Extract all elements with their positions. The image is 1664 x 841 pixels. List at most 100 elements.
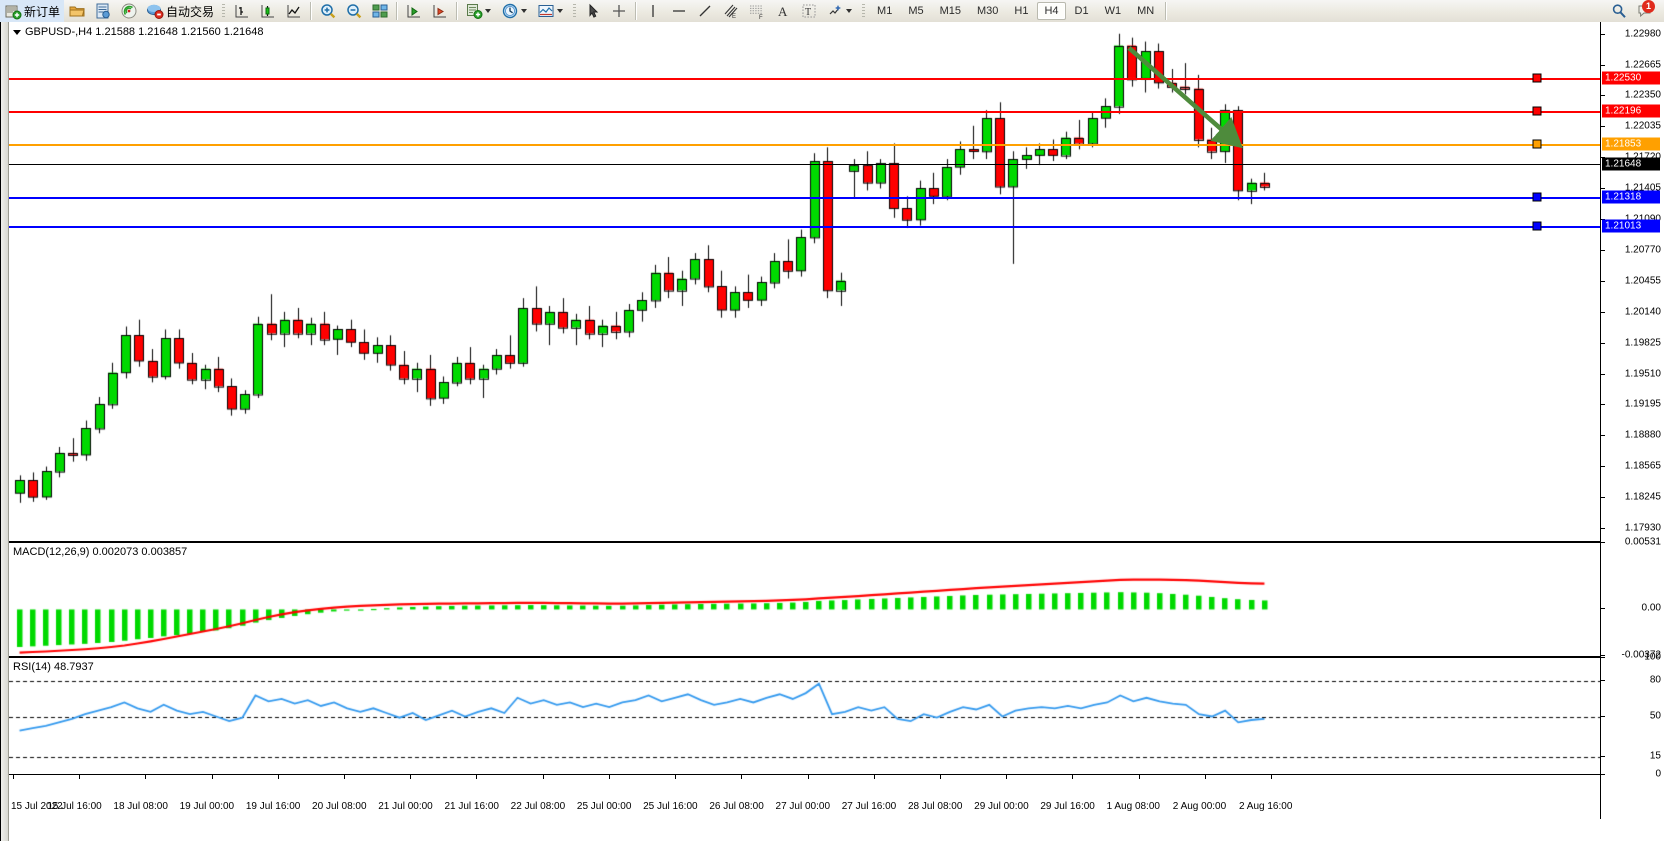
timeframe-h1[interactable]: H1	[1014, 5, 1029, 17]
indicators-caret-icon[interactable]	[485, 9, 492, 13]
timeframe-mn[interactable]: MN	[1137, 5, 1155, 17]
macd-canvas	[9, 543, 1600, 656]
timeframe-d1[interactable]: D1	[1074, 5, 1089, 17]
text-label-icon: A	[774, 2, 792, 20]
timeframe-m30[interactable]: M30	[977, 5, 999, 17]
cursor-button[interactable]	[580, 0, 606, 22]
chart-vertical-scrollbar[interactable]	[1, 22, 9, 841]
price-pane[interactable]	[9, 22, 1600, 542]
period-caret-icon[interactable]	[521, 9, 528, 13]
vline-button[interactable]	[640, 0, 666, 22]
price-tick-mark	[1601, 311, 1605, 313]
chart-title-text: GBPUSD-,H4 1.21588 1.21648 1.21560 1.216…	[25, 26, 264, 38]
rsi-tick-mark	[1601, 715, 1605, 717]
fibo-button[interactable]: F	[744, 0, 770, 22]
time-tick-mark	[542, 775, 544, 779]
zoom-in-button[interactable]	[315, 0, 341, 22]
toolbar-separator-3	[456, 2, 459, 20]
toolbar-grip-1[interactable]	[220, 2, 228, 20]
templates-caret-icon[interactable]	[557, 9, 564, 13]
macd-tick-mark	[1601, 655, 1605, 656]
crosshair-button[interactable]	[606, 0, 632, 22]
time-tick-label: 21 Jul 00:00	[378, 801, 433, 812]
time-tick-label: 25 Jul 16:00	[643, 801, 698, 812]
chart-title-bar: GBPUSD-,H4 1.21588 1.21648 1.21560 1.216…	[13, 26, 264, 38]
timeframe-w1[interactable]: W1	[1104, 5, 1122, 17]
time-tick-label: 20 Jul 08:00	[312, 801, 367, 812]
notifications-button[interactable]: 1	[1632, 0, 1658, 22]
chart-window[interactable]: GBPUSD-,H4 1.21588 1.21648 1.21560 1.216…	[0, 22, 1664, 841]
trendline-button[interactable]	[692, 0, 718, 22]
equidistant-channel-button[interactable]: E	[718, 0, 744, 22]
templates-button[interactable]	[533, 0, 569, 22]
support-line-1-tag[interactable]: 1.21318	[1602, 190, 1660, 203]
price-tick-mark	[1601, 528, 1605, 530]
time-tick-label: 19 Jul 16:00	[245, 801, 301, 812]
current-price-line-tag[interactable]: 1.21648	[1602, 157, 1660, 171]
time-axis[interactable]: 15 Jul 2022 15 Jul 16:00 18 Jul 08:00 19 Ju…	[9, 774, 1600, 841]
time-tick-label: 19 Jul 00:00	[179, 801, 235, 812]
resistance-line-1-tag[interactable]: 1.22530	[1602, 71, 1660, 85]
rsi-tick-mark	[1601, 680, 1605, 682]
price-tick-mark	[1601, 126, 1605, 128]
time-tick-mark	[1271, 775, 1272, 779]
search-icon	[1610, 2, 1628, 20]
candlestick-button[interactable]	[255, 0, 281, 22]
bar-chart-button[interactable]	[229, 0, 255, 22]
shift-start-button[interactable]	[401, 0, 427, 22]
bar-chart-icon	[233, 2, 251, 20]
objects-button[interactable]	[822, 0, 858, 22]
rsi-tick-label: 80	[1649, 674, 1661, 686]
price-tick-label: 1.21720	[1625, 152, 1661, 163]
zoom-in-icon	[319, 2, 337, 20]
time-tick-label: 2 Aug 00:00	[1172, 801, 1227, 812]
period-button[interactable]	[497, 0, 533, 22]
macd-tick-label: 0.00	[1641, 602, 1661, 614]
price-tick-mark	[1601, 157, 1605, 159]
price-tick-label: 1.18880	[1624, 429, 1661, 441]
macd-pane[interactable]	[9, 542, 1600, 657]
price-tick-mark	[1601, 33, 1605, 35]
shift-end-button[interactable]	[427, 0, 453, 22]
chart-menu-triangle-icon[interactable]	[13, 29, 21, 35]
shift-end-icon	[431, 2, 449, 20]
pivot-line-tag[interactable]: 1.21853	[1602, 137, 1660, 151]
autotrade-button[interactable]: 自动交易	[142, 0, 218, 22]
toolbar-grip-3[interactable]	[860, 2, 868, 20]
support-line-2-tag[interactable]: 1.21013	[1602, 219, 1660, 233]
time-tick-mark	[79, 775, 81, 779]
rsi-pane[interactable]	[9, 657, 1600, 775]
svg-text:T: T	[805, 7, 811, 18]
timeframe-m5[interactable]: M5	[908, 5, 924, 17]
objects-caret-icon[interactable]	[846, 9, 853, 13]
line-chart-button[interactable]	[281, 0, 307, 22]
rsi-title: RSI(14) 48.7937	[13, 661, 94, 673]
timeframe-m15[interactable]: M15	[939, 5, 961, 17]
toolbar-grip-2[interactable]	[571, 2, 579, 20]
tile-windows-button[interactable]	[367, 0, 393, 22]
time-tick-label: 15 Jul 16:00	[47, 801, 102, 812]
text-button[interactable]: T	[796, 0, 822, 22]
shift-start-icon	[405, 2, 423, 20]
price-tick-mark	[1601, 64, 1605, 66]
resistance-line-2-tag[interactable]: 1.22196	[1602, 104, 1660, 118]
price-tick-mark	[1601, 373, 1605, 375]
price-tick-label: 1.17930	[1624, 522, 1661, 534]
zoom-out-button[interactable]	[341, 0, 367, 22]
data-window-button[interactable]	[90, 0, 116, 22]
indicators-icon	[465, 2, 483, 20]
indicators-button[interactable]	[461, 0, 497, 22]
text-label-button[interactable]: A	[770, 0, 796, 22]
folder-button[interactable]	[64, 0, 90, 22]
search-button[interactable]	[1606, 0, 1632, 22]
price-axis[interactable]: 1.22980 1.22665 1.22350 1.22035 1.21720 1.214…	[1600, 22, 1664, 819]
price-tick-mark	[1601, 342, 1605, 344]
price-tick-label: 1.20140	[1624, 306, 1661, 318]
hline-button[interactable]	[666, 0, 692, 22]
cursor-icon	[584, 2, 602, 20]
timeframe-h4[interactable]: H4	[1037, 2, 1066, 20]
signals-button[interactable]	[116, 0, 142, 22]
time-tick-mark	[1138, 775, 1140, 779]
new-order-button[interactable]: 新订单	[0, 0, 65, 22]
timeframe-m1[interactable]: M1	[877, 5, 893, 17]
